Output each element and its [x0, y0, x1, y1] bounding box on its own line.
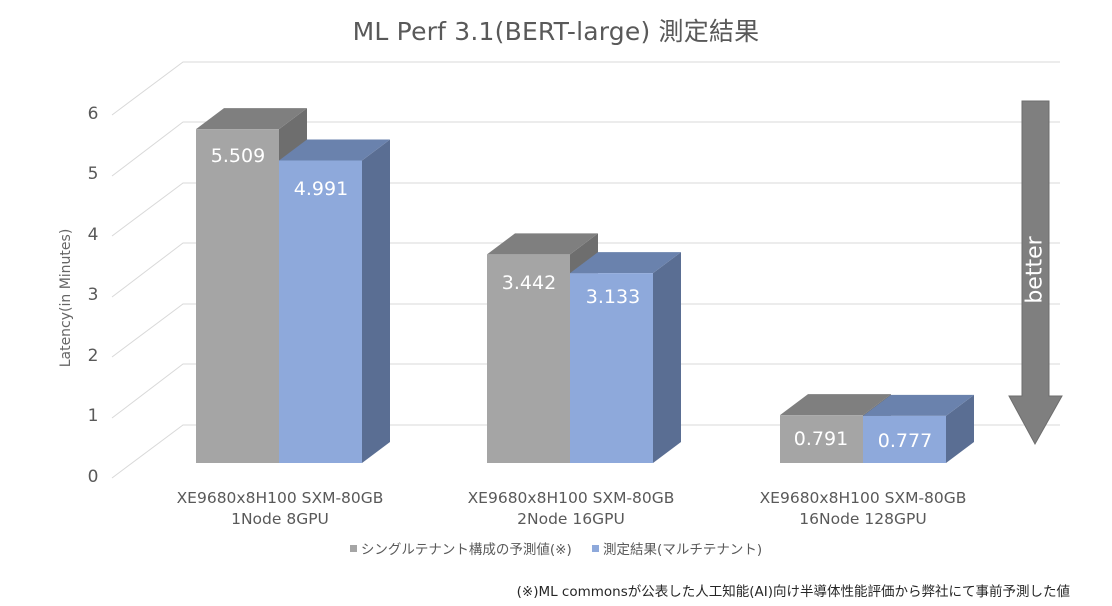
- bar-top-single-3: [780, 394, 891, 416]
- gridlines: [111, 61, 1060, 479]
- chart-title: ML Perf 3.1(BERT-large) 測定結果: [352, 17, 760, 46]
- bar-top-multi-2: [570, 252, 681, 274]
- value-label-multi-3: 0.777: [877, 430, 933, 452]
- bar-side-multi-2: [653, 252, 681, 463]
- bar-side-multi-1: [362, 139, 390, 463]
- legend: シングルテナント構成の予測値(※) 測定結果(マルチテナント): [0, 538, 1112, 558]
- value-label-single-3: 0.791: [793, 428, 849, 450]
- y-tick-6: 6: [87, 104, 99, 124]
- bar-top-single-1: [196, 108, 307, 130]
- category-label-2: XE9680x8H100 SXM-80GB 2Node 16GPU: [467, 489, 675, 528]
- value-label-multi-1: 4.991: [293, 178, 349, 200]
- y-tick-0: 0: [87, 467, 99, 487]
- bar-front-single-1: [196, 129, 279, 463]
- bar-front-multi-2: [570, 273, 653, 463]
- value-label-single-2: 3.442: [501, 272, 557, 294]
- value-label-single-1: 5.509: [210, 145, 266, 167]
- bar-front-single-3: [780, 415, 863, 463]
- category-label-1: XE9680x8H100 SXM-80GB 1Node 8GPU: [176, 489, 384, 528]
- y-tick-1: 1: [87, 406, 99, 426]
- legend-swatch-gray-icon: [349, 544, 357, 552]
- y-tick-5: 5: [87, 164, 99, 184]
- bar-top-single-2: [487, 233, 598, 255]
- bar-top-multi-3: [863, 394, 974, 416]
- legend-item-multi: 測定結果(マルチテナント): [592, 538, 762, 558]
- legend-item-single: シングルテナント構成の予測値(※): [349, 538, 572, 558]
- bar-top-multi-1: [279, 139, 390, 161]
- legend-swatch-blue-icon: [592, 544, 600, 552]
- better-arrow: [1008, 100, 1063, 446]
- bar-front-multi-1: [279, 160, 362, 463]
- y-tick-4: 4: [87, 225, 99, 245]
- footnote: (※)ML commonsが公表した人工知能(AI)向け半導体性能評価から弊社に…: [516, 584, 1070, 600]
- better-label: better: [1022, 236, 1048, 304]
- bars: [196, 108, 974, 463]
- value-label-multi-2: 3.133: [585, 286, 641, 308]
- y-tick-2: 2: [87, 346, 99, 366]
- category-label-3: XE9680x8H100 SXM-80GB 16Node 128GPU: [759, 489, 967, 528]
- y-tick-3: 3: [87, 285, 99, 305]
- bar-side-multi-3: [946, 394, 974, 463]
- y-axis-label: Latency(in Minutes): [58, 228, 74, 368]
- bar-front-multi-3: [863, 415, 946, 463]
- bar-front-single-2: [487, 254, 570, 463]
